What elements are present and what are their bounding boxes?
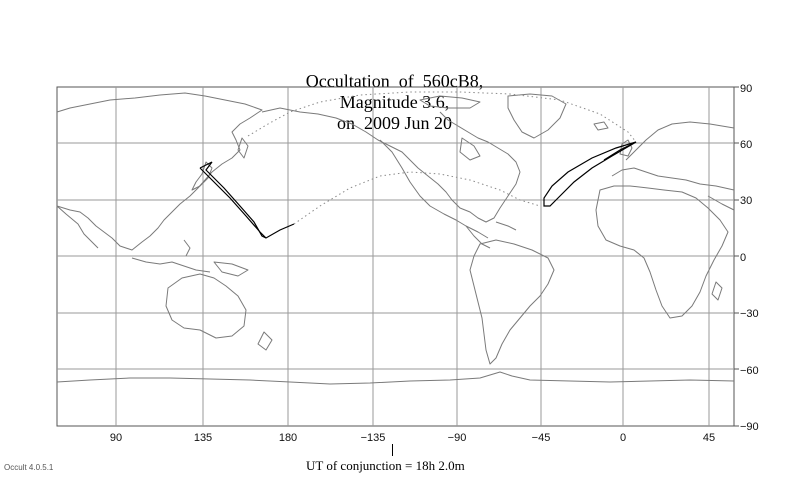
india-coast <box>56 205 99 249</box>
path-south-arc <box>293 171 541 225</box>
event-title: Occultation of 560cB8, <box>305 71 484 91</box>
conjunction-marker <box>392 444 393 456</box>
lon-label-180: 180 <box>278 432 298 444</box>
conjunction-label: UT of conjunction = 18h 2.0m <box>306 458 465 473</box>
madagascar-coast <box>711 281 723 301</box>
lat-label-60: 60 <box>740 139 753 151</box>
path-atlantic-inner <box>603 141 637 161</box>
new-zealand-coast <box>257 331 273 351</box>
lat-label-30: 30 <box>740 195 753 207</box>
hudson-bay-coast <box>459 137 481 161</box>
kamchatka-coast <box>237 137 249 159</box>
lon-label-m90: −90 <box>447 432 467 444</box>
lon-label-0: 0 <box>619 432 627 444</box>
path-dotted <box>247 91 637 225</box>
australia-coast <box>165 273 247 339</box>
north-america-coast <box>261 107 521 223</box>
path-atlantic-loop <box>543 141 637 207</box>
iceland-coast <box>593 121 609 131</box>
south-america-coast <box>469 239 555 365</box>
british-isles-coast <box>619 139 633 157</box>
greenland-coast <box>507 93 567 139</box>
coastlines <box>56 92 735 385</box>
japan-coast <box>191 161 213 191</box>
arctic-islands-coast <box>419 95 481 109</box>
lat-label-0: 0 <box>740 252 747 264</box>
europe-north-coast <box>625 121 735 161</box>
central-america-coast <box>465 225 491 249</box>
path-outer-pacific <box>199 161 295 239</box>
path-solid <box>199 141 637 239</box>
lon-label-90: 90 <box>109 432 123 444</box>
africa-coast <box>595 185 729 319</box>
mediterranean-coast <box>611 167 735 191</box>
lon-label-135: 135 <box>193 432 213 444</box>
caribbean-coast <box>495 221 517 231</box>
lat-label-m90: −90 <box>740 421 759 433</box>
lat-label-90: 90 <box>740 83 753 95</box>
philippines-coast <box>183 239 191 257</box>
path-inner-pacific <box>199 167 267 239</box>
graticule <box>57 87 734 426</box>
lat-label-m60: −60 <box>740 365 759 377</box>
indonesia-coast <box>131 257 211 273</box>
version-label: Occult 4.0.5.1 <box>4 463 54 472</box>
lon-label-m45: −45 <box>531 432 551 444</box>
lat-ticks <box>734 86 739 427</box>
asia-coast <box>56 92 263 251</box>
lon-label-45: 45 <box>702 432 716 444</box>
lat-label-m30: −30 <box>740 308 759 320</box>
west-coast-na <box>379 139 489 239</box>
lon-label-m135: −135 <box>360 432 386 444</box>
antarctica-coast <box>56 371 735 385</box>
arabia-coast <box>707 195 735 211</box>
path-north-arc <box>247 91 637 143</box>
new-guinea-coast <box>213 261 249 277</box>
